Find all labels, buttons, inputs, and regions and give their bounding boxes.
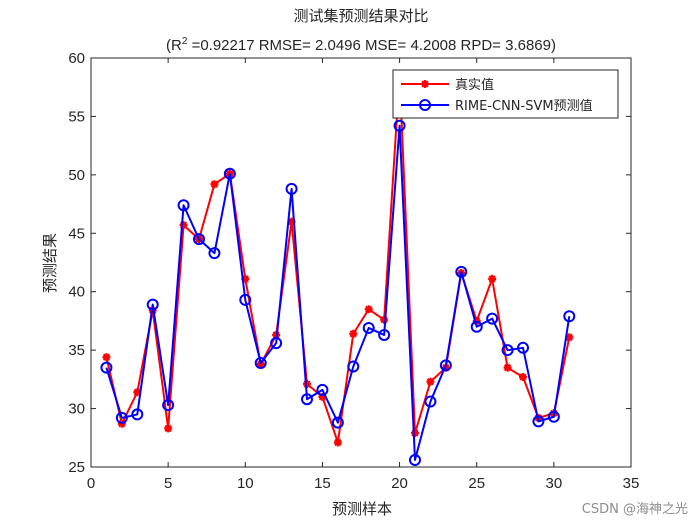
data-point	[254, 356, 267, 369]
data-point	[239, 293, 252, 306]
plot-area	[90, 57, 632, 468]
x-tick-label: 15	[314, 475, 331, 492]
data-point	[501, 344, 514, 357]
y-tick-label: 35	[68, 342, 85, 359]
x-tick-label: 0	[87, 475, 95, 492]
data-point	[177, 199, 190, 212]
x-tick-label: 5	[164, 475, 172, 492]
data-point	[424, 395, 437, 408]
data-point	[115, 411, 128, 424]
y-tick-label: 60	[68, 50, 85, 67]
data-point	[349, 329, 358, 338]
data-point	[131, 408, 144, 421]
data-point	[411, 429, 419, 438]
subtitle-metrics: =0.92217 RMSE= 2.0496 MSE= 4.2008 RPD= 3…	[187, 37, 556, 54]
data-point	[162, 399, 175, 412]
subtitle-prefix: (R	[166, 37, 182, 54]
data-point	[563, 310, 576, 323]
data-point	[316, 383, 329, 396]
data-point	[378, 328, 391, 341]
y-tick-label: 50	[68, 167, 85, 184]
data-point	[333, 438, 342, 447]
data-point	[223, 167, 236, 180]
data-point	[409, 453, 421, 466]
x-tick-label: 10	[237, 475, 254, 492]
data-point	[102, 353, 111, 362]
data-point	[532, 415, 545, 428]
data-point	[179, 221, 188, 230]
legend: 真实值 RIME-CNN-SVM预测值	[392, 69, 619, 119]
legend-entry-label: 真实值	[455, 77, 494, 93]
data-point	[503, 363, 512, 372]
y-tick-label: 40	[68, 284, 85, 301]
data-point	[364, 305, 373, 314]
axis-ticks: 0 5 10 15 20 25 30 35 25 30 35 40 45 50 55 60	[68, 50, 639, 492]
data-point	[146, 298, 159, 311]
y-tick-label: 25	[68, 459, 85, 476]
legend-entry-label: RIME-CNN-SVM预测值	[455, 98, 593, 114]
data-point	[285, 182, 298, 195]
data-point	[439, 359, 452, 372]
y-tick-label: 45	[68, 225, 85, 242]
data-point	[519, 373, 527, 382]
y-tick-label: 30	[68, 401, 85, 418]
series-2	[100, 119, 576, 466]
chart-subtitle: (R2 =0.92217 RMSE= 2.0496 MSE= 4.2008 RP…	[166, 36, 556, 54]
data-point	[193, 233, 205, 246]
x-axis-label: 预测样本	[332, 500, 392, 518]
data-point	[486, 312, 499, 325]
x-tick-label: 35	[623, 475, 640, 492]
y-axis-label: 预测结果	[41, 233, 59, 293]
data-point	[470, 320, 483, 333]
data-point	[362, 321, 375, 334]
data-point	[488, 274, 497, 283]
data-point	[301, 393, 313, 406]
data-point	[270, 337, 283, 350]
x-tick-label: 20	[391, 475, 408, 492]
data-point	[347, 360, 360, 373]
x-tick-label: 25	[468, 475, 485, 492]
data-point	[331, 416, 344, 429]
data-point	[547, 410, 560, 423]
legend-swatch-marker	[421, 80, 429, 88]
series-layer	[100, 70, 576, 466]
data-point	[100, 361, 113, 374]
legend-swatch-marker	[419, 99, 431, 111]
series-line	[105, 124, 571, 461]
data-point	[393, 119, 406, 132]
data-point	[426, 377, 435, 386]
data-point	[208, 247, 221, 260]
legend-box	[392, 69, 619, 119]
x-tick-label: 30	[546, 475, 563, 492]
y-tick-label: 55	[68, 108, 85, 125]
data-point	[517, 341, 529, 354]
watermark: CSDN @海神之光	[581, 502, 688, 517]
chart-title: 测试集预测结果对比	[293, 7, 428, 25]
data-point	[164, 424, 173, 433]
data-point	[210, 180, 219, 189]
subtitle-superscript: 2	[182, 36, 188, 47]
data-point	[455, 265, 468, 278]
